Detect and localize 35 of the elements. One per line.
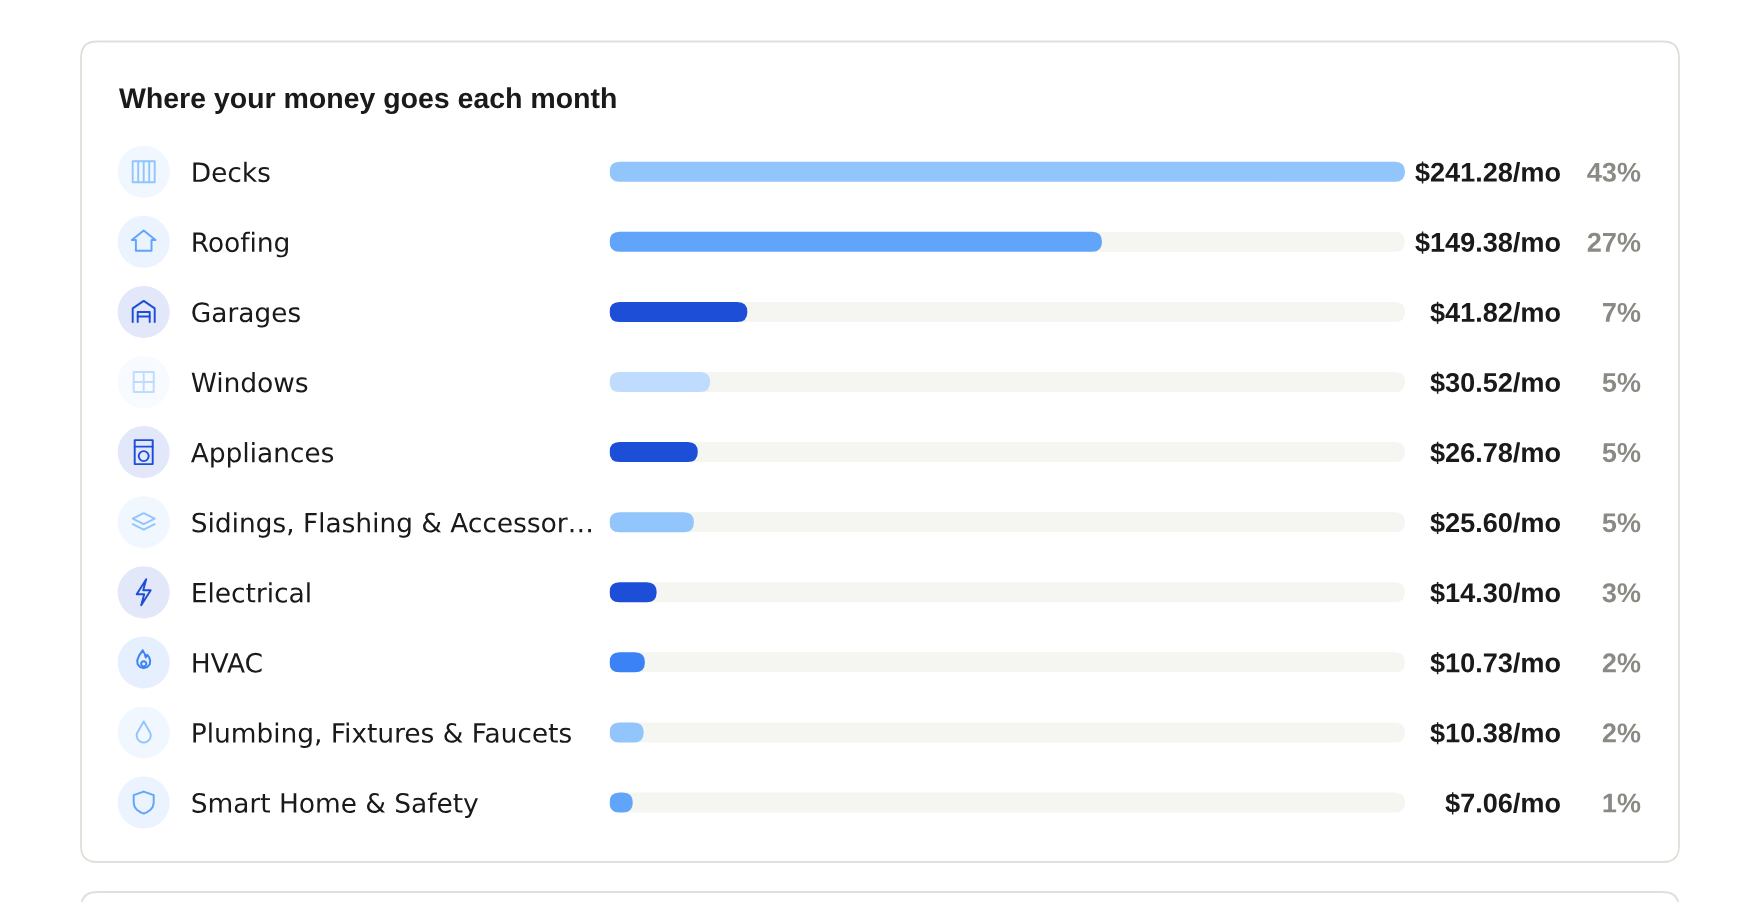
bar — [609, 442, 698, 463]
data-label: $25.60/mo — [1430, 511, 1560, 535]
y-tick-label: Smart Home & Safety — [192, 792, 478, 819]
text: 27% — [1587, 232, 1641, 252]
data-label: $10.73/mo — [1430, 652, 1560, 675]
bar — [609, 512, 694, 533]
y-tick-label: Electrical — [193, 582, 310, 603]
data-label: $26.78/mo — [1430, 441, 1560, 464]
text: 5% — [1602, 372, 1641, 393]
data-label: $30.52/mo — [1430, 371, 1560, 394]
bar — [609, 301, 748, 322]
text: Where your money goes each month — [119, 87, 616, 115]
text: 2% — [1602, 723, 1641, 743]
y-tick-label: HVAC — [193, 652, 262, 673]
data-label: $7.06/mo — [1445, 792, 1560, 815]
y-tick-label: Garages — [192, 302, 300, 328]
text: 5% — [1602, 443, 1641, 463]
bar — [609, 372, 711, 393]
text: 1% — [1603, 793, 1641, 813]
data-label: $14.30/mo — [1430, 582, 1560, 605]
y-tick-label: Sidings, Flashing & Accessor… — [192, 512, 591, 538]
data-label: $10.38/mo — [1430, 722, 1560, 745]
data-label: $241.28/mo — [1415, 161, 1560, 184]
text: 2% — [1602, 653, 1641, 673]
y-tick-label: Roofing — [193, 231, 288, 258]
y-tick-label: Decks — [193, 161, 270, 183]
text: 3% — [1602, 583, 1641, 603]
data-label: $149.38/mo — [1415, 231, 1560, 254]
y-tick-label: Windows — [191, 371, 308, 393]
y-tick-label: Plumbing, Fixtures & Faucets — [193, 722, 571, 748]
y-tick-label: Appliances — [191, 442, 334, 468]
text: 5% — [1602, 513, 1641, 533]
text: 43% — [1587, 162, 1641, 182]
data-label: $41.82/mo — [1430, 301, 1560, 324]
text: 7% — [1603, 302, 1641, 322]
